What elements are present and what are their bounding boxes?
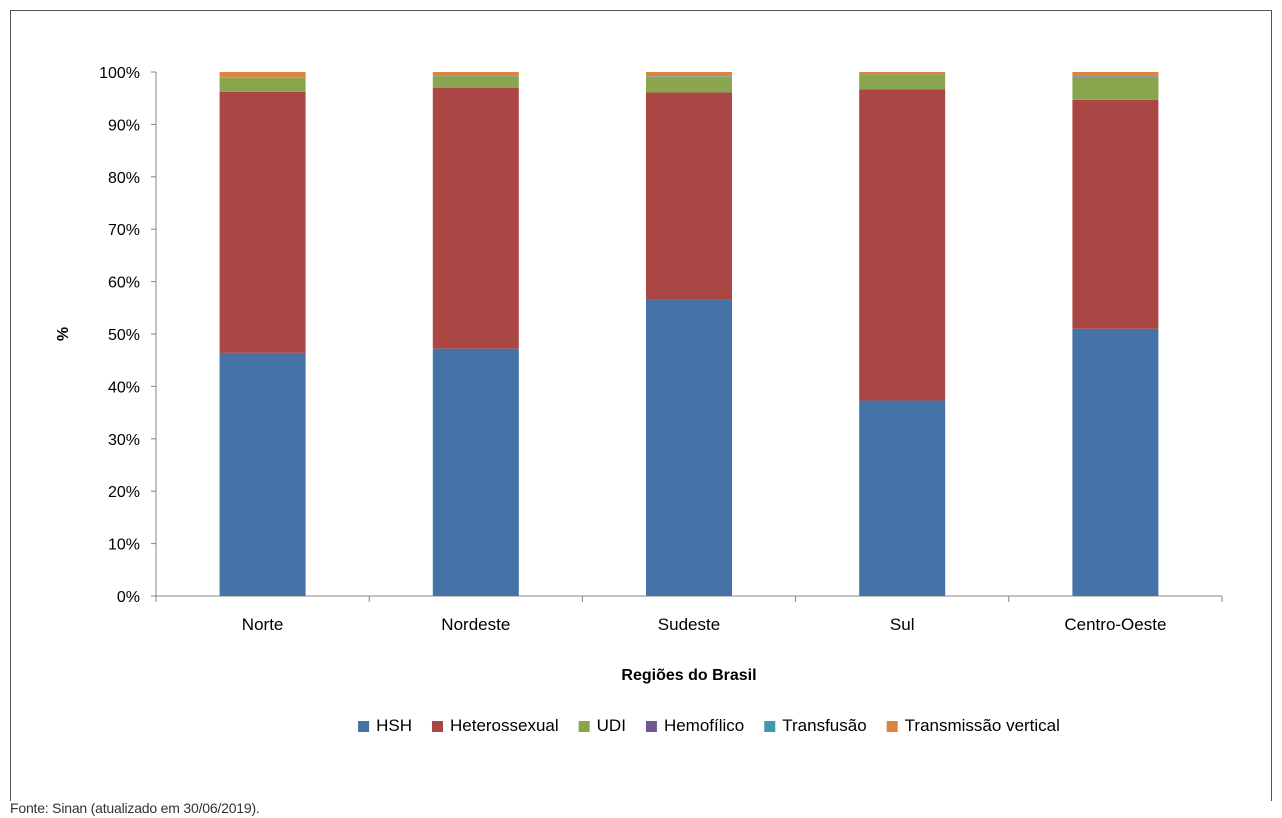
legend-label: Hemofílico bbox=[664, 716, 744, 735]
x-tick-label: Nordeste bbox=[441, 615, 510, 634]
y-tick-label: 90% bbox=[108, 117, 140, 134]
legend-label: Transfusão bbox=[782, 716, 866, 735]
bar-segment-hemof-lico bbox=[1072, 76, 1159, 77]
y-tick-label: 10% bbox=[108, 537, 140, 554]
legend-swatch bbox=[431, 721, 443, 732]
bar-segment-heterossexual bbox=[646, 92, 732, 300]
y-tick-label: 100% bbox=[99, 65, 140, 82]
legend-swatch bbox=[358, 721, 370, 732]
bar-segment-transmiss-o-vertical bbox=[432, 72, 519, 76]
bar-segment-transfus-o bbox=[432, 75, 519, 77]
bar-segment-hsh bbox=[432, 348, 519, 596]
bar-segment-heterossexual bbox=[859, 89, 946, 401]
legend-swatch bbox=[764, 721, 776, 732]
y-tick-label: 40% bbox=[108, 379, 140, 396]
legend-label: UDI bbox=[597, 716, 626, 735]
bar-segment-udi bbox=[646, 76, 732, 93]
legend-label: Heterossexual bbox=[450, 716, 559, 735]
bar-segment-hsh bbox=[859, 400, 946, 596]
legend-label: Transmissão vertical bbox=[905, 716, 1060, 735]
x-tick-label: Sul bbox=[890, 615, 915, 634]
y-tick-label: 0% bbox=[117, 589, 140, 606]
bar-segment-transfus-o bbox=[646, 76, 732, 77]
chart-frame bbox=[10, 10, 1272, 801]
bar-segment-transfus-o bbox=[219, 77, 306, 78]
y-axis-title: % bbox=[55, 327, 72, 341]
y-tick-label: 70% bbox=[108, 222, 140, 239]
bar-segment-udi bbox=[219, 77, 306, 92]
bar-segment-transmiss-o-vertical bbox=[859, 72, 946, 75]
x-axis-title: Regiões do Brasil bbox=[621, 667, 756, 684]
bar-segment-heterossexual bbox=[432, 87, 519, 349]
legend-label: HSH bbox=[376, 716, 412, 735]
bar-segment-transmiss-o-vertical bbox=[1072, 72, 1159, 76]
bar-segment-transfus-o bbox=[1072, 75, 1159, 77]
bar-segment-heterossexual bbox=[219, 91, 306, 353]
y-tick-label: 60% bbox=[108, 275, 140, 292]
bar-segment-hsh bbox=[646, 299, 732, 596]
bar-segment-hsh bbox=[219, 352, 306, 596]
y-tick-label: 50% bbox=[108, 327, 140, 344]
y-tick-label: 30% bbox=[108, 432, 140, 449]
bar-segment-heterossexual bbox=[1072, 99, 1159, 329]
legend-swatch bbox=[645, 721, 657, 732]
bar-segment-transmiss-o-vertical bbox=[646, 72, 732, 77]
legend-swatch bbox=[886, 721, 898, 732]
bar-segment-transmiss-o-vertical bbox=[219, 72, 306, 78]
y-tick-label: 80% bbox=[108, 170, 140, 187]
bar-segment-udi bbox=[432, 76, 519, 88]
bar-segment-udi bbox=[1072, 76, 1159, 100]
bar-segment-udi bbox=[859, 74, 946, 90]
x-tick-label: Norte bbox=[242, 615, 284, 634]
x-tick-label: Sudeste bbox=[658, 615, 720, 634]
y-tick-label: 20% bbox=[108, 484, 140, 501]
x-tick-label: Centro-Oeste bbox=[1064, 615, 1166, 634]
legend-swatch bbox=[578, 721, 590, 732]
bar-segment-hsh bbox=[1072, 328, 1159, 596]
source-note: Fonte: Sinan (atualizado em 30/06/2019). bbox=[10, 800, 260, 816]
